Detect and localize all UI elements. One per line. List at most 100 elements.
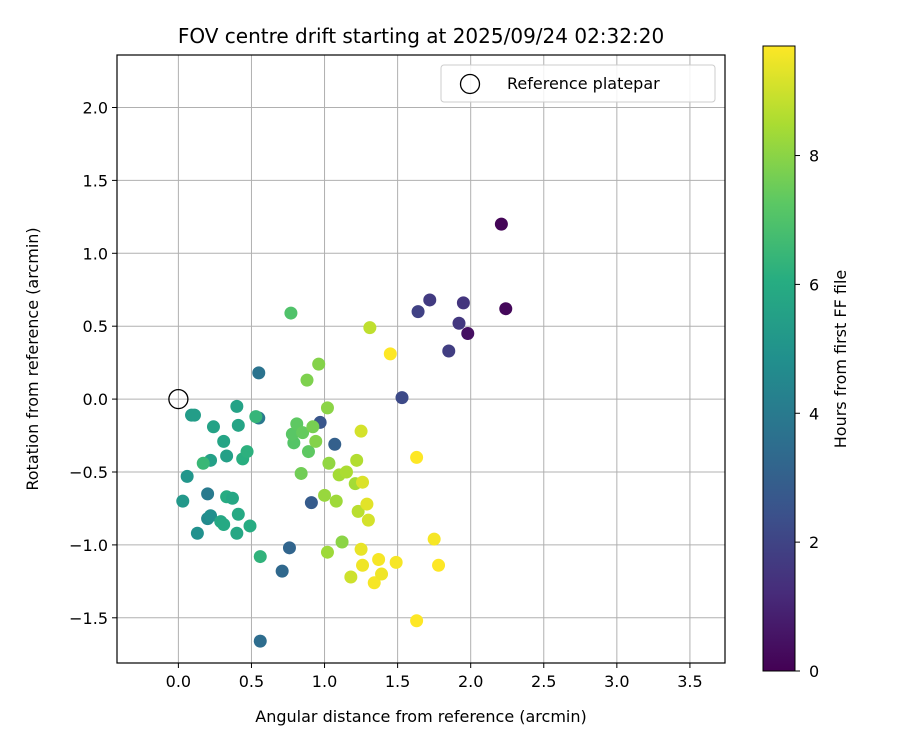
y-tick-label: 2.0 <box>83 98 108 117</box>
colorbar-tick-label: 2 <box>809 533 819 552</box>
data-point <box>361 513 375 527</box>
colorbar-ticks: 0 2 4 6 8 <box>795 147 819 681</box>
data-points <box>176 217 513 648</box>
y-tick-label: −1.0 <box>69 536 108 555</box>
reference-platepar-marker <box>168 388 189 410</box>
data-point <box>204 509 218 523</box>
data-point <box>432 558 446 572</box>
data-point <box>240 445 254 459</box>
data-point <box>206 420 220 434</box>
data-point <box>275 564 289 578</box>
data-point <box>351 504 365 518</box>
data-point <box>339 465 353 479</box>
tick-layer: 0.0 0.5 1.0 1.5 2.0 2.5 3.0 3.5 −1.5 −1.0 −0.5 0.0 0… <box>69 98 703 691</box>
data-point <box>285 427 299 441</box>
data-point <box>356 558 370 572</box>
data-point <box>328 437 342 451</box>
data-point <box>461 326 475 340</box>
chart-title: FOV centre drift starting at 2025/09/24 … <box>178 24 664 48</box>
data-point <box>217 517 231 531</box>
y-tick-label: 1.0 <box>83 244 108 263</box>
data-point <box>187 408 201 422</box>
data-point <box>395 391 409 405</box>
reference-layer <box>168 388 189 410</box>
data-point <box>322 456 336 470</box>
data-point <box>456 296 470 310</box>
y-tick-label: 0.5 <box>83 317 108 336</box>
data-point <box>253 634 267 648</box>
x-tick-label: 1.0 <box>312 672 337 691</box>
data-point <box>312 357 326 371</box>
data-point <box>230 526 244 540</box>
grid-layer <box>117 55 725 663</box>
data-point <box>176 494 190 508</box>
data-point <box>363 321 377 335</box>
data-point <box>306 420 320 434</box>
data-point <box>354 424 368 438</box>
data-point <box>304 496 318 510</box>
data-point <box>201 487 215 501</box>
data-point <box>301 445 315 459</box>
data-point <box>309 434 323 448</box>
data-point <box>320 401 334 415</box>
legend-box <box>440 64 716 103</box>
data-point <box>282 541 296 555</box>
data-point <box>335 535 349 549</box>
data-point <box>252 366 266 380</box>
data-point <box>427 532 441 546</box>
data-point <box>423 293 437 307</box>
data-point <box>367 576 381 590</box>
x-tick-label: 2.0 <box>458 672 483 691</box>
data-point <box>294 466 308 480</box>
x-tick-label: 0.5 <box>239 672 264 691</box>
data-point <box>284 306 298 320</box>
legend-marker-reference <box>459 73 481 95</box>
legend-label-reference: Reference platepar <box>507 74 660 93</box>
x-tick-label: 3.0 <box>604 672 629 691</box>
x-tick-label: 3.5 <box>677 672 702 691</box>
legend: Reference platepar <box>440 64 716 103</box>
data-point <box>190 526 204 540</box>
data-point <box>410 450 424 464</box>
x-tick-label: 0.0 <box>166 672 191 691</box>
data-point <box>383 347 397 361</box>
data-point <box>356 475 370 489</box>
data-point <box>243 519 257 533</box>
y-axis-label: Rotation from reference (arcmin) <box>23 227 42 490</box>
data-point <box>494 217 508 231</box>
data-point <box>452 316 466 330</box>
data-point <box>318 488 332 502</box>
data-point <box>180 469 194 483</box>
data-point <box>231 418 245 432</box>
data-point <box>196 456 210 470</box>
data-point <box>372 552 386 566</box>
data-point <box>350 453 364 467</box>
colorbar-tick-label: 6 <box>809 275 819 294</box>
y-tick-label: 1.5 <box>83 171 108 190</box>
data-point <box>296 426 310 440</box>
data-point <box>253 550 267 564</box>
data-point <box>320 545 334 559</box>
data-point <box>217 434 231 448</box>
data-point <box>375 567 389 581</box>
colorbar-tick-label: 0 <box>809 662 819 681</box>
data-point <box>230 399 244 413</box>
data-point <box>249 410 263 424</box>
data-point <box>344 570 358 584</box>
x-axis-label: Angular distance from reference (arcmin) <box>255 707 586 726</box>
data-point <box>220 449 234 463</box>
data-point <box>411 305 425 319</box>
colorbar-label: Hours from first FF file <box>831 270 850 449</box>
data-point <box>225 491 239 505</box>
y-tick-label: −0.5 <box>69 463 108 482</box>
plot-frame <box>116 54 726 664</box>
data-point <box>410 614 424 628</box>
data-point <box>499 302 513 316</box>
colorbar-tick-label: 4 <box>809 404 819 423</box>
data-point <box>300 373 314 387</box>
y-tick-label: 0.0 <box>83 390 108 409</box>
data-point <box>442 344 456 358</box>
data-point <box>231 507 245 521</box>
y-tick-label: −1.5 <box>69 609 108 628</box>
